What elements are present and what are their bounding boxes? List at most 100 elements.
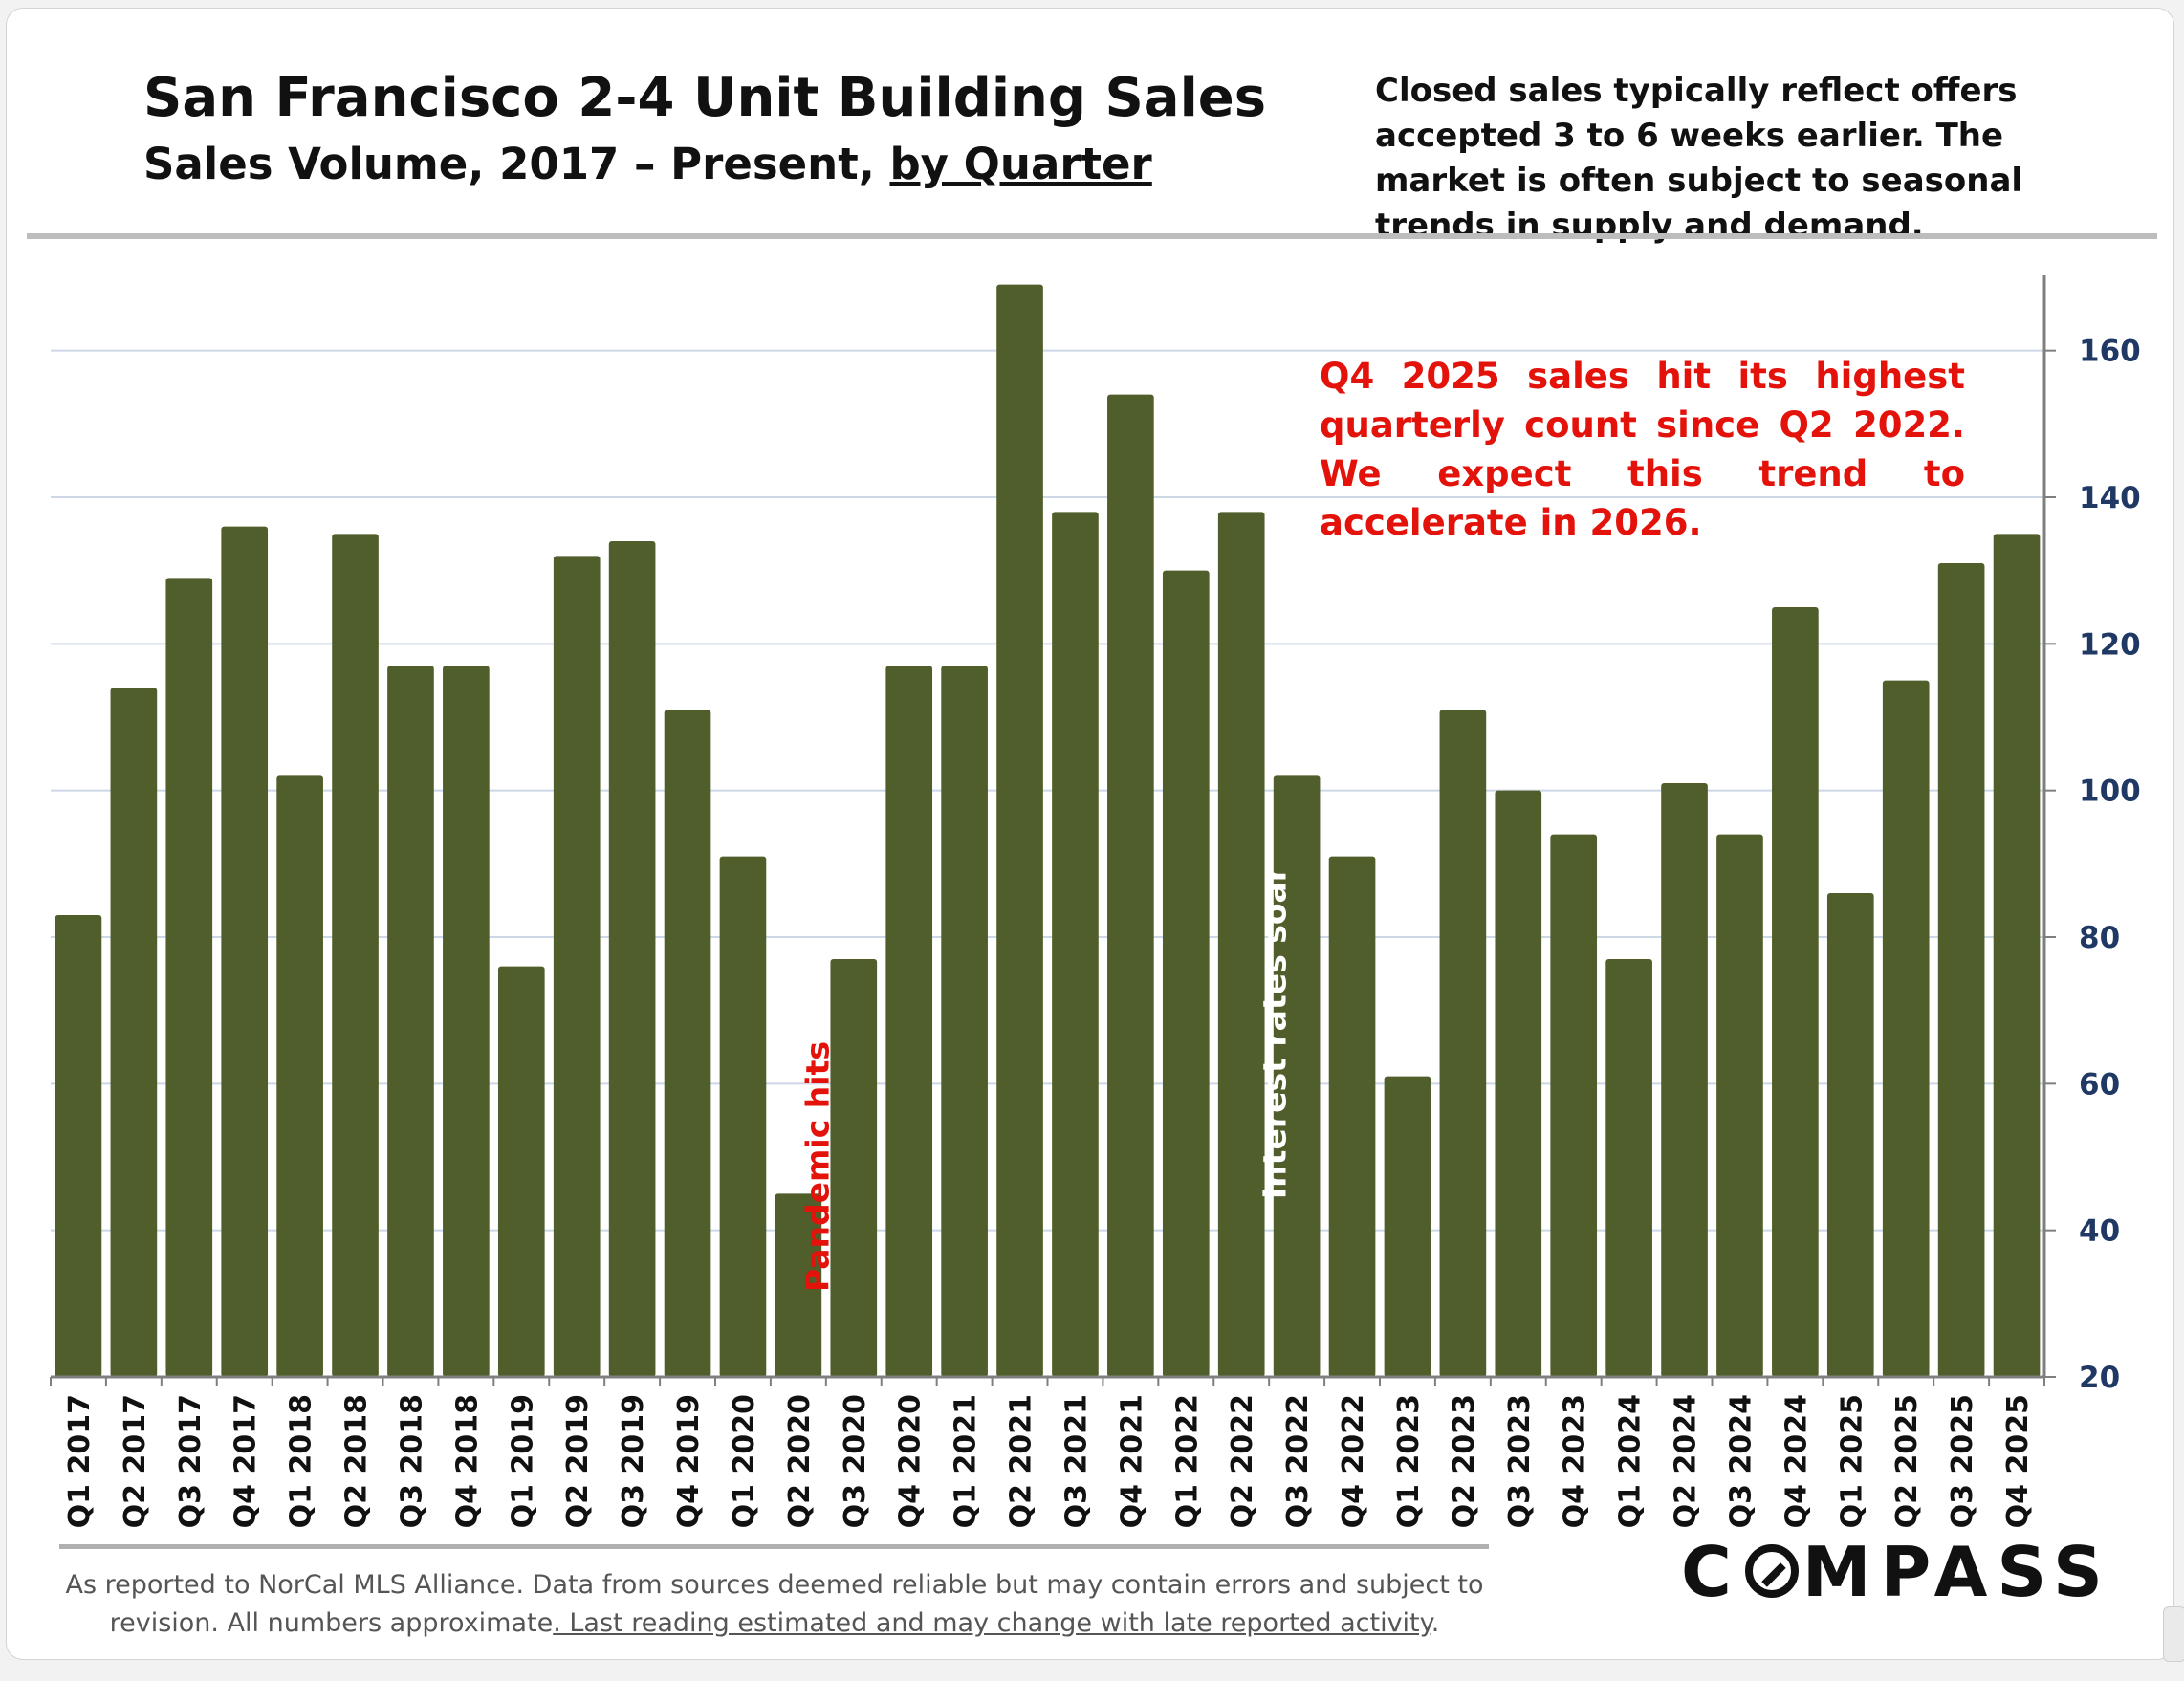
- y-tick-label: 160: [2079, 335, 2141, 369]
- x-tick-label: Q2 2022: [1226, 1394, 1259, 1528]
- x-tick-label: Q2 2025: [1890, 1394, 1924, 1528]
- bar-q1-2023: [1384, 1076, 1431, 1377]
- x-tick-label: Q1 2022: [1170, 1394, 1204, 1528]
- x-tick-label: Q4 2018: [450, 1394, 484, 1528]
- bar-q4-2020: [885, 666, 933, 1377]
- x-tick-label: Q4 2020: [894, 1394, 928, 1528]
- y-tick-label: 140: [2079, 481, 2141, 515]
- x-tick-label: Q4 2021: [1115, 1394, 1148, 1528]
- y-tick-label: 40: [2079, 1214, 2120, 1249]
- bar-q4-2022: [1328, 856, 1376, 1377]
- footnote-line-2-underlined: . Last reading estimated and may change …: [553, 1608, 1431, 1638]
- x-tick-label: Q3 2017: [174, 1394, 207, 1528]
- compass-logo: C MPASS: [1681, 1532, 2112, 1612]
- bar-q4-2023: [1550, 834, 1598, 1377]
- bar-q3-2020: [830, 959, 878, 1377]
- y-tick-label: 60: [2079, 1067, 2120, 1102]
- bar-q3-2019: [608, 541, 656, 1377]
- bar-q1-2021: [941, 666, 988, 1377]
- bar-q2-2024: [1661, 783, 1708, 1377]
- x-tick-label: Q3 2019: [617, 1394, 650, 1528]
- x-tick-label: Q4 2023: [1559, 1394, 1592, 1528]
- x-tick-label: Q3 2021: [1059, 1394, 1093, 1528]
- bar-q4-2017: [221, 526, 269, 1377]
- bar-q2-2018: [332, 534, 379, 1377]
- bar-q4-2024: [1772, 607, 1819, 1377]
- bar-q4-2019: [664, 710, 711, 1377]
- seasonality-note: Closed sales typically reflect offers ac…: [1375, 72, 2023, 245]
- bar-q2-2019: [553, 556, 601, 1377]
- x-tick-label: Q1 2017: [63, 1394, 97, 1528]
- x-tick-label: Q2 2021: [1005, 1394, 1038, 1528]
- footnote-line-2-plain: revision. All numbers approximate: [109, 1608, 554, 1638]
- logo-text-start: C: [1681, 1532, 1741, 1612]
- x-tick-label: Q3 2020: [839, 1394, 872, 1528]
- x-tick-label: Q1 2023: [1392, 1394, 1426, 1528]
- bar-q4-2025: [1993, 534, 2041, 1377]
- compass-o-icon: [1744, 1544, 1799, 1598]
- x-tick-label: Q1 2025: [1835, 1394, 1868, 1528]
- page-subtitle: Sales Volume, 2017 – Present, by Quarter: [143, 139, 1152, 189]
- x-tick-label: Q4 2019: [672, 1394, 706, 1528]
- y-tick-label: 100: [2079, 775, 2141, 809]
- x-tick-label: Q3 2018: [395, 1394, 428, 1528]
- source-footnote: As reported to NorCal MLS Alliance. Data…: [57, 1566, 1492, 1643]
- bar-q2-2021: [996, 284, 1043, 1378]
- bar-q3-2025: [1937, 563, 1985, 1377]
- bar-q3-2024: [1716, 834, 1763, 1377]
- scroll-handle[interactable]: [2163, 1606, 2184, 1662]
- x-tick-label: Q1 2020: [728, 1394, 761, 1528]
- y-tick-label: 80: [2079, 921, 2120, 955]
- pandemic-annotation-text: Pandemic hits: [798, 1040, 837, 1293]
- x-tick-label: Q2 2018: [340, 1394, 374, 1528]
- bar-q1-2024: [1605, 959, 1652, 1377]
- bar-q4-2018: [443, 666, 490, 1377]
- callout-annotation: Q4 2025 sales hit its highest quarterly …: [1320, 356, 1965, 543]
- header-divider: [27, 233, 2157, 239]
- bar-q1-2020: [719, 856, 767, 1377]
- x-tick-label: Q1 2021: [950, 1394, 983, 1528]
- bar-q2-2022: [1217, 512, 1265, 1377]
- x-tick-label: Q2 2017: [119, 1394, 152, 1528]
- bar-q1-2018: [276, 775, 323, 1377]
- bar-q1-2017: [55, 915, 102, 1377]
- bar-q3-2018: [387, 666, 434, 1377]
- bar-q1-2025: [1826, 893, 1874, 1377]
- bar-q1-2019: [497, 966, 545, 1377]
- x-tick-label: Q3 2024: [1724, 1394, 1758, 1528]
- x-tick-label: Q2 2019: [561, 1394, 595, 1528]
- x-tick-label: Q3 2025: [1946, 1394, 1979, 1528]
- bar-q2-2025: [1882, 680, 1930, 1377]
- logo-text-end: MPASS: [1802, 1532, 2112, 1612]
- bar-q3-2017: [165, 578, 213, 1377]
- bar-q1-2022: [1162, 570, 1210, 1377]
- y-tick-label: 20: [2079, 1361, 2120, 1395]
- x-tick-label: Q2 2023: [1448, 1394, 1481, 1528]
- footnote-line-2-end: .: [1431, 1608, 1440, 1638]
- footnote-line-1: As reported to NorCal MLS Alliance. Data…: [65, 1570, 1484, 1600]
- x-tick-label: Q1 2018: [285, 1394, 318, 1528]
- subtitle-emphasis: by Quarter: [889, 139, 1152, 189]
- x-tick-label: Q3 2022: [1281, 1394, 1315, 1528]
- x-tick-label: Q4 2025: [2001, 1394, 2035, 1528]
- x-tick-label: Q1 2024: [1614, 1394, 1648, 1528]
- footnote-line-2: revision. All numbers approximate. Last …: [57, 1605, 1492, 1643]
- bar-q2-2017: [110, 688, 158, 1377]
- x-tick-label: Q3 2023: [1503, 1394, 1537, 1528]
- x-tick-label: Q4 2024: [1780, 1394, 1813, 1528]
- bar-q3-2021: [1052, 512, 1099, 1377]
- x-tick-label: Q2 2024: [1670, 1394, 1703, 1528]
- bar-q3-2022: [1273, 775, 1321, 1377]
- y-tick-label: 120: [2079, 627, 2141, 662]
- bar-q4-2021: [1107, 394, 1154, 1378]
- interest-rates-annotation-text: Interest rates soar: [1256, 865, 1294, 1200]
- x-tick-label: Q1 2019: [506, 1394, 539, 1528]
- x-tick-label: Q4 2022: [1337, 1394, 1370, 1528]
- x-tick-label: Q2 2020: [783, 1394, 817, 1528]
- footer-divider: [59, 1544, 1489, 1549]
- bar-q2-2023: [1439, 710, 1487, 1377]
- bar-q3-2023: [1495, 790, 1542, 1377]
- bar-q2-2020: [775, 1193, 822, 1377]
- subtitle-main: Sales Volume, 2017 – Present,: [143, 139, 890, 189]
